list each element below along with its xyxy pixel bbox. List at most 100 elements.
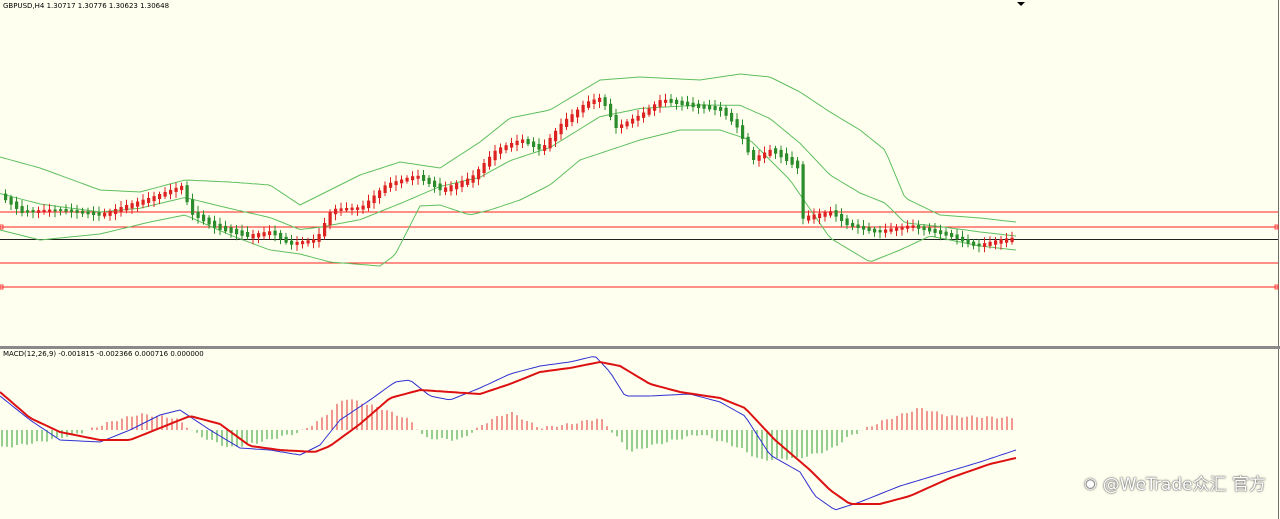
candle — [493, 150, 497, 161]
candle — [708, 105, 712, 110]
candle — [609, 103, 613, 117]
candle — [763, 152, 767, 159]
candle — [598, 97, 602, 102]
candle — [103, 212, 107, 217]
candle — [455, 183, 459, 190]
candle — [86, 211, 90, 215]
candle — [4, 193, 8, 201]
candle — [675, 99, 679, 104]
chart-shift-marker-icon[interactable] — [1017, 2, 1025, 6]
candle — [537, 144, 541, 150]
candle — [884, 229, 888, 233]
candle — [339, 208, 343, 211]
bollinger-lower-band — [0, 129, 1017, 267]
candle — [1005, 238, 1009, 243]
candle — [301, 241, 305, 245]
candle — [334, 208, 338, 215]
candle — [873, 228, 877, 233]
candle — [9, 197, 13, 205]
watermark: ◉ @WeTrade众汇 官方 — [1084, 470, 1266, 496]
candle — [64, 209, 68, 212]
candle — [224, 225, 228, 232]
candle — [279, 232, 283, 239]
candle — [125, 205, 129, 211]
candle — [53, 209, 57, 212]
candle — [1010, 237, 1014, 243]
candle — [889, 228, 893, 232]
candle — [70, 209, 74, 213]
candle — [867, 227, 871, 231]
candle — [757, 155, 761, 161]
candle — [515, 140, 519, 146]
candle — [405, 177, 409, 182]
candle — [686, 101, 690, 107]
candle — [383, 185, 387, 193]
level-handle-right-2[interactable] — [1274, 224, 1279, 230]
candle — [295, 241, 299, 245]
candle — [378, 190, 382, 198]
candle — [97, 212, 101, 216]
candle — [697, 103, 701, 108]
candle — [543, 145, 547, 151]
candle — [895, 227, 899, 231]
candle — [48, 209, 52, 212]
candle — [499, 147, 503, 154]
candle — [774, 148, 778, 154]
level-handle-left-4[interactable] — [0, 284, 4, 290]
candle — [438, 183, 442, 191]
candle — [790, 157, 794, 165]
candle — [257, 233, 261, 238]
candle — [812, 214, 816, 220]
level-handle-left-2[interactable] — [0, 224, 4, 230]
candle — [251, 234, 255, 239]
candle — [416, 175, 420, 179]
candle — [724, 107, 728, 116]
panel-separator[interactable] — [0, 346, 1280, 349]
candle — [548, 137, 552, 149]
candle — [576, 109, 580, 118]
macd-signal-line — [0, 360, 1017, 505]
candle — [361, 205, 365, 210]
candle — [823, 212, 827, 217]
candle — [504, 145, 508, 151]
candle — [719, 106, 723, 111]
candle — [928, 227, 932, 232]
candle — [741, 125, 745, 139]
candle — [730, 112, 734, 122]
candle — [713, 106, 717, 111]
candle — [482, 163, 486, 173]
candle — [972, 241, 976, 246]
candle — [389, 182, 393, 188]
candle — [136, 201, 140, 207]
candle — [603, 97, 607, 106]
candle — [636, 115, 640, 121]
candle — [196, 211, 200, 218]
macd-histogram — [1, 399, 1013, 461]
candle — [691, 102, 695, 108]
candle — [37, 210, 41, 213]
candle — [510, 143, 514, 148]
candle — [796, 160, 800, 169]
bollinger-middle-band — [0, 104, 1017, 237]
candle — [669, 98, 673, 103]
candle — [565, 118, 569, 127]
candle — [350, 207, 354, 211]
candle — [840, 213, 844, 221]
level-handle-right-4[interactable] — [1274, 284, 1279, 290]
candle — [906, 225, 910, 229]
candle — [240, 230, 244, 236]
candle — [922, 226, 926, 231]
candle — [532, 141, 536, 147]
candle — [42, 209, 46, 213]
candle — [807, 215, 811, 221]
candle — [141, 199, 145, 205]
candle — [559, 123, 563, 135]
candle — [829, 211, 833, 216]
candle — [31, 210, 35, 213]
candle — [834, 210, 838, 217]
candle — [460, 180, 464, 188]
candle — [367, 200, 371, 209]
candle — [477, 169, 481, 180]
